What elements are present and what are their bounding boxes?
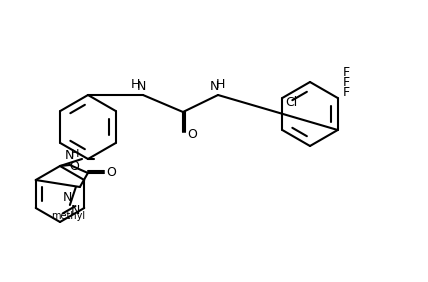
Text: H: H: [215, 78, 225, 91]
Text: F: F: [343, 67, 350, 80]
Text: O: O: [69, 160, 79, 173]
Text: H: H: [130, 78, 140, 91]
Text: methyl: methyl: [51, 211, 85, 221]
Text: F: F: [343, 76, 350, 89]
Text: O: O: [187, 127, 197, 140]
Text: N: N: [65, 149, 74, 162]
Text: H: H: [71, 149, 79, 159]
Text: Cl: Cl: [285, 96, 297, 109]
Text: N: N: [62, 191, 72, 204]
Text: N: N: [71, 204, 80, 217]
Text: N: N: [209, 80, 219, 93]
Text: O: O: [106, 166, 116, 179]
Text: F: F: [343, 87, 350, 100]
Text: N: N: [136, 80, 146, 93]
